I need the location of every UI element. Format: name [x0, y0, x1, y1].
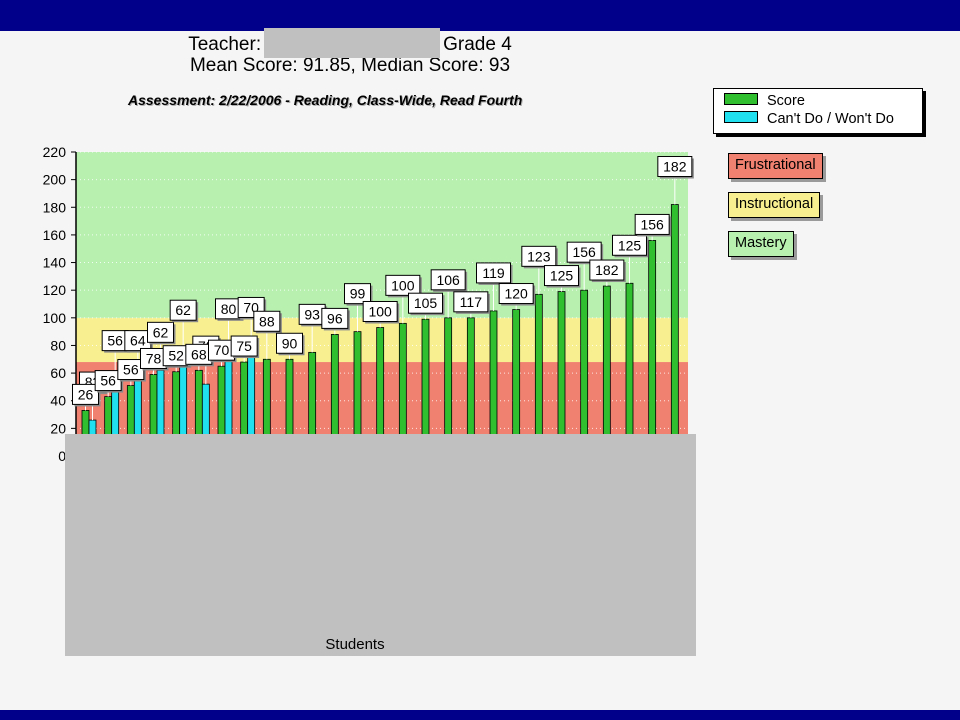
data-label: 93: [304, 306, 320, 322]
bar-score: [625, 282, 634, 457]
data-label-box: [544, 265, 579, 287]
grade-label: Grade 4: [443, 34, 512, 56]
data-label: 156: [572, 244, 596, 260]
data-label-box: [566, 241, 602, 263]
zone-mastery: Mastery: [728, 231, 794, 257]
data-label: 156: [640, 216, 664, 232]
legend-swatch-cant-do: [724, 111, 758, 124]
zone-instructional: Instructional: [728, 192, 821, 218]
data-label: 75: [236, 338, 252, 354]
legend-item-cant-do: Can't Do / Won't Do: [724, 111, 894, 129]
x-axis-label: Students: [325, 636, 385, 653]
data-label-box: [657, 156, 693, 178]
bar-score: [648, 240, 657, 457]
data-label-box: [589, 259, 625, 281]
data-label: 96: [327, 310, 343, 326]
data-label-box: [408, 292, 443, 314]
data-label: 182: [663, 159, 687, 175]
data-label: 78: [146, 350, 162, 366]
data-label-box: [385, 274, 421, 296]
legend-label-score: Score: [767, 93, 805, 109]
y-tick-label: 140: [43, 255, 67, 271]
score-stats: Mean Score: 91.85, Median Score: 93: [189, 55, 511, 76]
data-label-box: [321, 307, 349, 329]
y-tick-label: 40: [50, 393, 66, 409]
bar-score: [557, 291, 566, 457]
legend-swatch-score: [724, 93, 758, 106]
y-tick-label: 160: [43, 227, 67, 243]
data-label-box: [498, 283, 534, 305]
data-label-box: [147, 321, 174, 343]
data-label: 68: [191, 346, 207, 362]
data-label-box: [362, 300, 398, 322]
data-label-box: [253, 310, 281, 332]
data-label-box: [476, 262, 511, 284]
data-label: 120: [504, 286, 528, 302]
y-tick-label: 0: [58, 448, 66, 464]
bar-score: [602, 285, 611, 457]
data-label-box: [453, 291, 489, 313]
chart-header: Teacher: Grade 4 Mean Score: 91.85, Media…: [0, 28, 700, 78]
data-label: 26: [78, 386, 94, 402]
bar-score: [670, 204, 679, 457]
data-label-box: [72, 383, 99, 405]
data-label: 90: [282, 335, 298, 351]
data-label: 100: [368, 303, 392, 319]
data-label: 52: [168, 348, 184, 364]
data-label: 125: [618, 237, 642, 253]
teacher-label: Teacher:: [188, 34, 262, 56]
y-tick-label: 20: [50, 420, 66, 436]
data-label-box: [612, 234, 647, 256]
y-tick-label: 200: [43, 172, 67, 188]
data-label-box: [276, 332, 303, 354]
data-label: 119: [482, 265, 505, 281]
data-label: 62: [153, 324, 169, 340]
data-label: 182: [595, 262, 619, 278]
data-label: 105: [414, 295, 438, 311]
chart-legend: Score Can't Do / Won't Do: [713, 88, 923, 134]
y-tick-label: 120: [43, 282, 67, 298]
y-tick-label: 80: [50, 337, 66, 353]
data-label: 56: [107, 333, 123, 349]
data-label: 80: [221, 301, 237, 317]
data-label-box: [430, 269, 466, 291]
data-label: 99: [350, 286, 366, 302]
legend-label-cant-do: Can't Do / Won't Do: [767, 111, 894, 127]
chart-title: Assessment: 2/22/2006 - Reading, Class-W…: [128, 92, 523, 108]
data-label-box: [521, 245, 557, 267]
zone-frustrational: Frustrational: [728, 153, 823, 179]
data-label: 88: [259, 313, 275, 329]
y-tick-label: 60: [50, 365, 66, 381]
data-label: 56: [100, 373, 116, 389]
y-tick-label: 100: [43, 310, 67, 326]
data-label: 117: [460, 294, 483, 310]
data-label: 56: [123, 362, 139, 378]
data-label: 64: [130, 333, 146, 349]
bar-score: [580, 289, 589, 457]
data-label: 123: [527, 248, 551, 264]
data-label-box: [344, 283, 371, 305]
data-label: 125: [550, 268, 574, 284]
y-tick-label: 180: [43, 199, 67, 215]
data-label-box: [169, 299, 197, 321]
bar-score: [534, 293, 543, 457]
redacted-student-names: [65, 434, 696, 656]
legend-item-score: Score: [724, 93, 805, 111]
data-label-box: [634, 213, 670, 235]
data-label: 70: [214, 342, 230, 358]
redacted-teacher-name: [264, 28, 441, 58]
data-label: 100: [391, 277, 415, 293]
data-label: 106: [436, 272, 460, 288]
data-label: 62: [175, 302, 191, 318]
y-tick-label: 220: [43, 144, 67, 160]
data-label-box: [230, 335, 258, 357]
